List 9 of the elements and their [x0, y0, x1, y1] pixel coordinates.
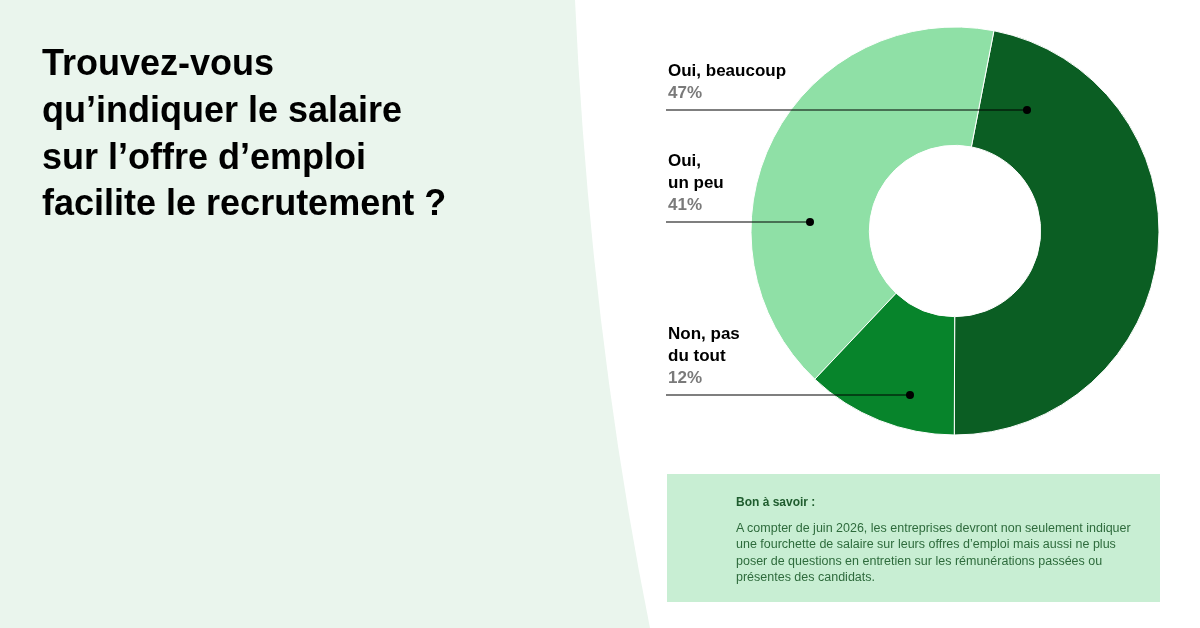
slice-label: Oui, un peu	[668, 151, 724, 193]
text: A compter de juin 2026, les entreprises devront non seulement indiquer une fourchette de salaire sur leurs offres d’emploi mais aussi ne plus poser de questions en entretien sur les rémunérations passées ou présentes des candidats.	[736, 521, 1131, 584]
text: Trouvez-vous qu’indiquer le salaire sur l’offre d’emploi facilite le recrutement ?	[42, 42, 447, 224]
data-label: 12%	[668, 368, 703, 388]
data-label: 41%	[668, 195, 703, 215]
slice-label: Oui, beaucoup	[668, 61, 787, 80]
text: Bon à savoir :	[736, 495, 816, 509]
slice-label: Non, pas du tout	[668, 324, 740, 366]
data-label: 47%	[668, 83, 703, 103]
